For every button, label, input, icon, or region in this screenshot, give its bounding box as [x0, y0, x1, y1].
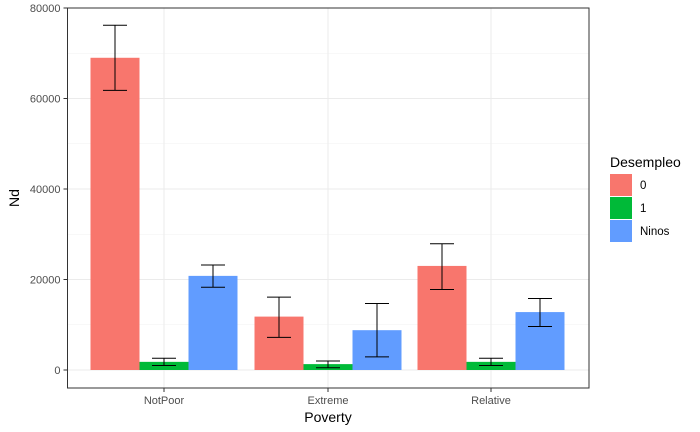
legend-label-1: 1 [640, 203, 646, 215]
error-bar-notpoor-ninos [201, 264, 225, 288]
legend-key-0 [610, 174, 632, 196]
y-tick-label: 60000 [30, 94, 61, 106]
x-tick-label: Extreme [308, 395, 349, 407]
legend-key-ninos [610, 220, 632, 242]
bar-notpoor-ninos [188, 275, 238, 370]
legend-label-0: 0 [640, 180, 646, 192]
x-axis: NotPoor Extreme Relative [144, 388, 511, 407]
error-bar-notpoor-0 [103, 24, 127, 91]
y-tick-label: 20000 [30, 275, 61, 287]
legend-key-1 [610, 197, 632, 219]
legend-title: Desempleo [610, 154, 681, 170]
error-bar-extreme-1 [316, 360, 340, 369]
x-tick-label: NotPoor [144, 395, 185, 407]
major-gridlines [67, 7, 589, 388]
x-tick-label: Relative [471, 395, 511, 407]
error-bar-extreme-ninos [365, 302, 389, 358]
error-bar-relative-ninos [528, 298, 552, 328]
error-bar-notpoor-1 [152, 357, 176, 366]
legend-label-ninos: Ninos [640, 226, 670, 238]
y-axis-title: Nd [6, 189, 22, 207]
y-tick-label: 0 [54, 365, 60, 377]
y-axis: 0 20000 40000 60000 80000 [30, 3, 68, 377]
y-tick-label: 80000 [30, 3, 61, 15]
error-bar-extreme-0 [267, 296, 291, 338]
legend: Desempleo 0 1 Ninos [610, 154, 681, 242]
y-tick-label: 40000 [30, 184, 61, 196]
error-bars-layer [103, 24, 552, 369]
x-axis-title: Poverty [304, 409, 351, 425]
error-bar-relative-0 [430, 243, 454, 290]
error-bar-relative-1 [479, 357, 503, 366]
bar-notpoor-0 [90, 57, 140, 371]
